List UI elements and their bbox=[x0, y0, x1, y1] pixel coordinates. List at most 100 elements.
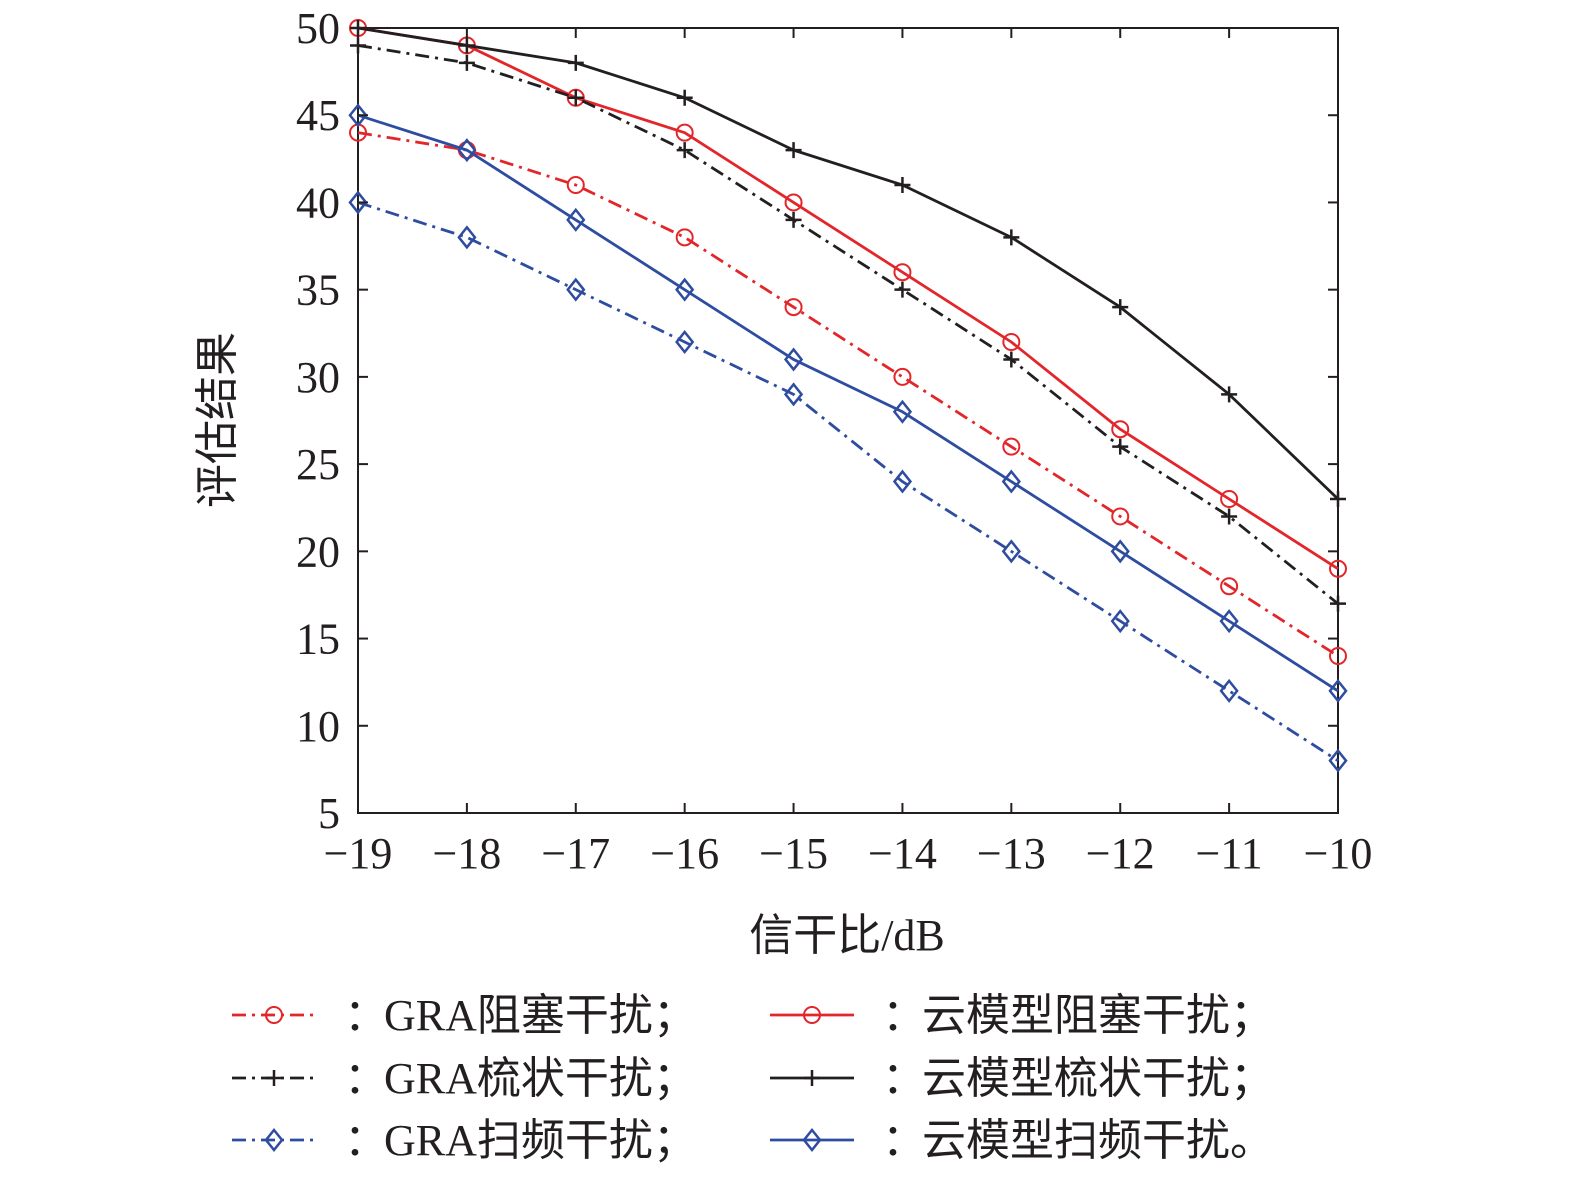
data-point bbox=[1112, 299, 1129, 316]
legend-item: ：GRA扫频干扰； bbox=[232, 1116, 697, 1165]
series-line bbox=[357, 44, 1339, 605]
data-point bbox=[1330, 595, 1346, 612]
legend-label: 云模型扫频干扰。 bbox=[922, 1116, 1274, 1165]
data-point bbox=[1111, 420, 1130, 439]
x-axis-title: 信干比/dB bbox=[749, 911, 945, 960]
series-line bbox=[357, 113, 1339, 693]
data-point bbox=[1112, 438, 1129, 455]
legend-swatch-marker bbox=[264, 1127, 284, 1153]
series-line bbox=[357, 201, 1339, 762]
legend-label: GRA扫频干扰； bbox=[384, 1116, 697, 1165]
legend-label: GRA梳状干扰； bbox=[384, 1054, 697, 1103]
y-tick-label: 5 bbox=[318, 789, 340, 838]
data-point bbox=[784, 193, 803, 212]
data-point bbox=[675, 123, 694, 142]
legend-separator: ： bbox=[344, 991, 388, 1040]
legend-item: ：云模型阻塞干扰； bbox=[770, 991, 1274, 1040]
data-point bbox=[1002, 437, 1021, 456]
legend-item: ：GRA阻塞干扰； bbox=[232, 991, 697, 1040]
series-line bbox=[357, 131, 1339, 658]
data-point bbox=[892, 399, 913, 424]
y-tick-label: 45 bbox=[296, 91, 340, 140]
series-3 bbox=[350, 37, 1346, 612]
data-point bbox=[1003, 229, 1020, 246]
legend-swatch-marker bbox=[804, 1070, 820, 1086]
data-point bbox=[348, 103, 368, 128]
x-tick-label: −17 bbox=[541, 829, 610, 878]
legend-label: GRA阻塞干扰； bbox=[384, 991, 697, 1040]
data-point bbox=[458, 37, 475, 54]
legend: ：GRA阻塞干扰； ：云模型阻塞干扰；：GRA梳状干扰； ：云模型梳状干扰；：GRA… bbox=[232, 991, 1274, 1165]
legend-separator: ： bbox=[882, 1054, 926, 1103]
series-line bbox=[357, 26, 1339, 501]
data-point bbox=[1220, 577, 1239, 596]
y-tick-label: 40 bbox=[296, 178, 340, 227]
legend-separator: ： bbox=[344, 1054, 388, 1103]
y-axis: 5 10 15 20 25 30 35 40 45 50 bbox=[296, 4, 1338, 838]
data-point bbox=[1329, 647, 1347, 665]
data-point bbox=[348, 190, 368, 215]
x-tick-label: −11 bbox=[1196, 829, 1263, 878]
x-tick-label: −15 bbox=[759, 829, 828, 878]
data-point bbox=[457, 138, 477, 163]
legend-item: ：云模型梳状干扰； bbox=[770, 1054, 1274, 1103]
legend-label: 云模型梳状干扰； bbox=[922, 1054, 1274, 1103]
data-point bbox=[675, 228, 694, 247]
data-point bbox=[892, 469, 913, 494]
data-point bbox=[566, 277, 586, 302]
data-point bbox=[1110, 609, 1130, 634]
data-point bbox=[894, 177, 911, 193]
data-point bbox=[566, 176, 585, 194]
data-point bbox=[1219, 678, 1239, 703]
data-point bbox=[1221, 386, 1238, 403]
data-point bbox=[1110, 539, 1130, 564]
data-point bbox=[894, 281, 911, 298]
data-point bbox=[350, 37, 366, 54]
series-2 bbox=[349, 19, 1347, 578]
x-tick-label: −19 bbox=[324, 829, 393, 878]
data-point bbox=[1001, 469, 1021, 494]
data-point bbox=[1221, 508, 1238, 525]
y-tick-label: 25 bbox=[296, 440, 340, 489]
data-point bbox=[893, 367, 912, 386]
legend-separator: ： bbox=[882, 991, 926, 1040]
data-point bbox=[1329, 559, 1347, 578]
data-point bbox=[1330, 491, 1346, 507]
x-tick-label: −16 bbox=[650, 829, 719, 878]
legend-separator: ： bbox=[882, 1116, 926, 1165]
legend-swatch-marker bbox=[802, 1127, 822, 1153]
data-point bbox=[1328, 678, 1348, 703]
series-1 bbox=[349, 123, 1347, 665]
data-point bbox=[1003, 351, 1020, 368]
data-point bbox=[1002, 333, 1021, 351]
plot-frame bbox=[357, 27, 1339, 814]
data-point bbox=[458, 54, 475, 71]
y-tick-label: 10 bbox=[296, 702, 340, 751]
series-line bbox=[357, 26, 1339, 570]
y-tick-label: 50 bbox=[296, 4, 340, 53]
data-point bbox=[785, 142, 802, 159]
legend-swatch-marker bbox=[266, 1070, 282, 1086]
series-6 bbox=[348, 103, 1348, 703]
x-tick-label: −10 bbox=[1304, 829, 1373, 878]
data-point bbox=[676, 142, 693, 159]
data-point bbox=[567, 89, 584, 106]
legend-swatch-marker bbox=[265, 1006, 283, 1024]
data-point bbox=[566, 207, 586, 232]
data-point bbox=[1111, 507, 1130, 526]
x-tick-label: −18 bbox=[432, 829, 501, 878]
data-point bbox=[783, 382, 804, 407]
data-point bbox=[783, 347, 804, 372]
data-point bbox=[675, 329, 695, 355]
plot-area bbox=[348, 19, 1348, 814]
data-point bbox=[785, 211, 802, 228]
legend-swatch-marker bbox=[803, 1006, 821, 1024]
legend-item: ：云模型扫频干扰。 bbox=[770, 1116, 1274, 1165]
data-point bbox=[893, 263, 912, 282]
data-point bbox=[1220, 490, 1239, 508]
series-4 bbox=[350, 20, 1346, 507]
legend-item: ：GRA梳状干扰； bbox=[232, 1054, 697, 1103]
data-point bbox=[675, 277, 695, 302]
data-point bbox=[784, 298, 803, 317]
